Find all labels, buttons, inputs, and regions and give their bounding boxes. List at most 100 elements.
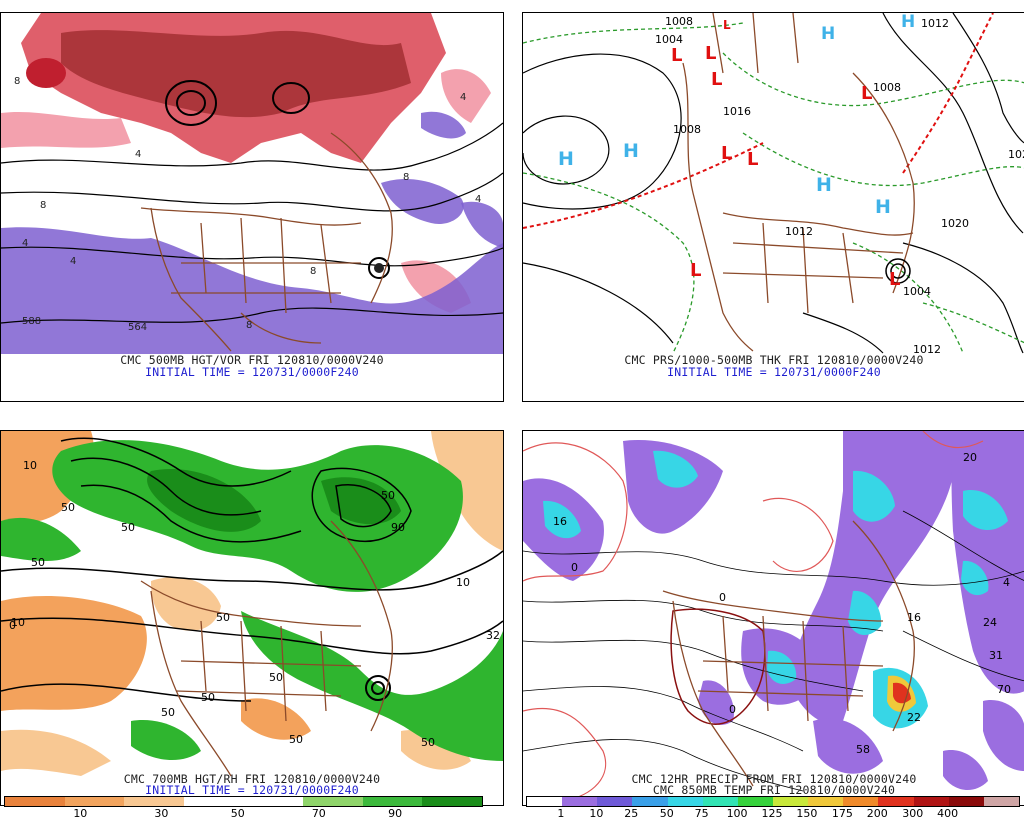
map-frame-pressure: H H H H H H L L L L L L L L L 1008 1004 …: [522, 12, 1024, 402]
colorbar-swatch: [243, 797, 304, 806]
temp-label: 16: [907, 611, 921, 624]
contour-label: 50: [121, 521, 135, 534]
colorbar-precip-ticks: 1 10 25 50 75 100 125 150 175 200 300 40…: [526, 807, 1018, 820]
temp-label: 16: [553, 515, 567, 528]
isobar-label: 1012: [785, 225, 813, 238]
panel-precip: 0 16 0 20 4 70 24 31 58 22 16 0 CMC 12HR…: [522, 430, 1024, 820]
temp-label: 22: [907, 711, 921, 724]
low-marker: L: [861, 83, 872, 104]
vort-label: 4: [22, 238, 28, 249]
low-marker: L: [889, 269, 900, 290]
high-marker: H: [901, 13, 915, 32]
isobar-label: 1012: [921, 17, 949, 30]
colorbar-swatch: [948, 797, 984, 806]
contour-label: 10: [456, 576, 470, 589]
panel-700mb: 10 50 50 10 50 50 10 50 90 50 50 0 50 50…: [0, 430, 504, 820]
colorbar-tick: 1: [557, 807, 565, 820]
low-marker: L: [711, 69, 722, 90]
colorbar-swatch: [562, 797, 598, 806]
caption-init-500mb: INITIAL TIME = 120731/0000F240: [145, 365, 359, 379]
isobar-label: 1008: [673, 123, 701, 136]
colorbar-precip: [526, 796, 1020, 807]
isobar-label: 1020: [941, 217, 969, 230]
panel-500mb: CMC 500MB HGT/VOR FRI 120810/0000V240 IN…: [0, 0, 504, 402]
colorbar-swatch: [597, 797, 633, 806]
vort-label: 4: [460, 92, 466, 103]
caption-title-precip: CMC 12HR PRECIP FROM FRI 120810/0000V240: [631, 772, 917, 786]
colorbar-tick: 10: [589, 807, 604, 820]
vort-label: 8: [40, 200, 46, 211]
colorbar-swatch: [843, 797, 879, 806]
colorbar-tick: 10: [73, 807, 88, 820]
colorbar-rh: [4, 796, 483, 807]
contour-label: 50: [31, 556, 45, 569]
colorbar-tick: 175: [831, 807, 853, 820]
temp-label: 20: [963, 451, 977, 464]
contour-label: 50: [161, 706, 175, 719]
panel-pressure: H H H H H H L L L L L L L L L 1008 1004 …: [522, 0, 1024, 402]
contour-label: 10: [11, 616, 25, 629]
colorbar-swatch: [983, 797, 1019, 806]
vort-label: 4: [475, 194, 481, 205]
isobar-label: 1008: [873, 81, 901, 94]
temp-label: 31: [989, 649, 1003, 662]
contour-label: 50: [381, 489, 395, 502]
colorbar-swatch: [702, 797, 738, 806]
caption-init-pressure: INITIAL TIME = 120731/0000F240: [667, 365, 881, 379]
low-marker: L: [721, 143, 732, 164]
caption-temp-precip: CMC 850MB TEMP FRI 120810/0000V240: [652, 783, 896, 797]
colorbar-tick: 70: [311, 807, 326, 820]
colorbar-swatch: [183, 797, 244, 806]
temp-label: 58: [856, 743, 870, 756]
contour-label: 50: [289, 733, 303, 746]
vort-label: 8: [14, 76, 20, 87]
colorbar-swatch: [667, 797, 703, 806]
vort-label: 4: [135, 149, 141, 160]
colorbar-swatch: [737, 797, 773, 806]
isobar-label: 1012: [913, 343, 941, 356]
contour-label: 0: [9, 619, 16, 632]
map-pressure: H H H H H H L L L L L L L L L 1008 1004 …: [523, 13, 1024, 401]
high-marker: H: [821, 24, 835, 44]
colorbar-tick: 300: [902, 807, 924, 820]
colorbar-tick: 150: [796, 807, 818, 820]
contour-label: 50: [216, 611, 230, 624]
isobar-label: 1004: [903, 285, 931, 298]
colorbar-swatch: [303, 797, 363, 806]
map-frame-precip: 0 16 0 20 4 70 24 31 58 22 16 0 CMC 12HR…: [522, 430, 1024, 806]
colorbar-tick: 30: [154, 807, 169, 820]
colorbar-tick: 50: [230, 807, 245, 820]
vort-label: 588: [22, 316, 41, 327]
contour-label: 50: [269, 671, 283, 684]
colorbar-rh-ticks: 10 30 50 70 90: [4, 807, 481, 820]
colorbar-swatch: [124, 797, 184, 806]
contour-label: 50: [421, 736, 435, 749]
high-marker: H: [558, 148, 574, 170]
vort-label: 564: [128, 322, 147, 333]
colorbar-tick: 400: [937, 807, 959, 820]
colorbar-swatch: [632, 797, 668, 806]
isobar-label: 1008: [665, 15, 693, 28]
map-precip: 0 16 0 20 4 70 24 31 58 22 16 0: [523, 431, 1024, 805]
high-marker: H: [623, 140, 639, 162]
caption-title-700mb: CMC 700MB HGT/RH FRI 120810/0000V240: [123, 772, 381, 786]
low-marker: L: [671, 45, 682, 66]
isobar-label: 1016: [723, 105, 751, 118]
colorbar-swatch: [422, 797, 482, 806]
temp-label: 0: [729, 703, 736, 716]
colorbar-swatch: [362, 797, 423, 806]
temp-label: 24: [983, 616, 997, 629]
contour-label: 32: [486, 629, 500, 642]
low-marker: L: [723, 18, 731, 32]
vort-label: 8: [403, 172, 409, 183]
map-500mb: [1, 13, 503, 401]
contour-label: 90: [391, 521, 405, 534]
colorbar-swatch: [64, 797, 125, 806]
contour-label: 10: [23, 459, 37, 472]
low-marker: L: [690, 260, 701, 281]
map-700mb: 10 50 50 10 50 50 10 50 90 50 50 0 50 50…: [1, 431, 503, 805]
vort-label: 4: [70, 256, 76, 267]
colorbar-swatch: [772, 797, 809, 806]
colorbar-swatch: [808, 797, 844, 806]
vort-label: 8: [246, 320, 252, 331]
